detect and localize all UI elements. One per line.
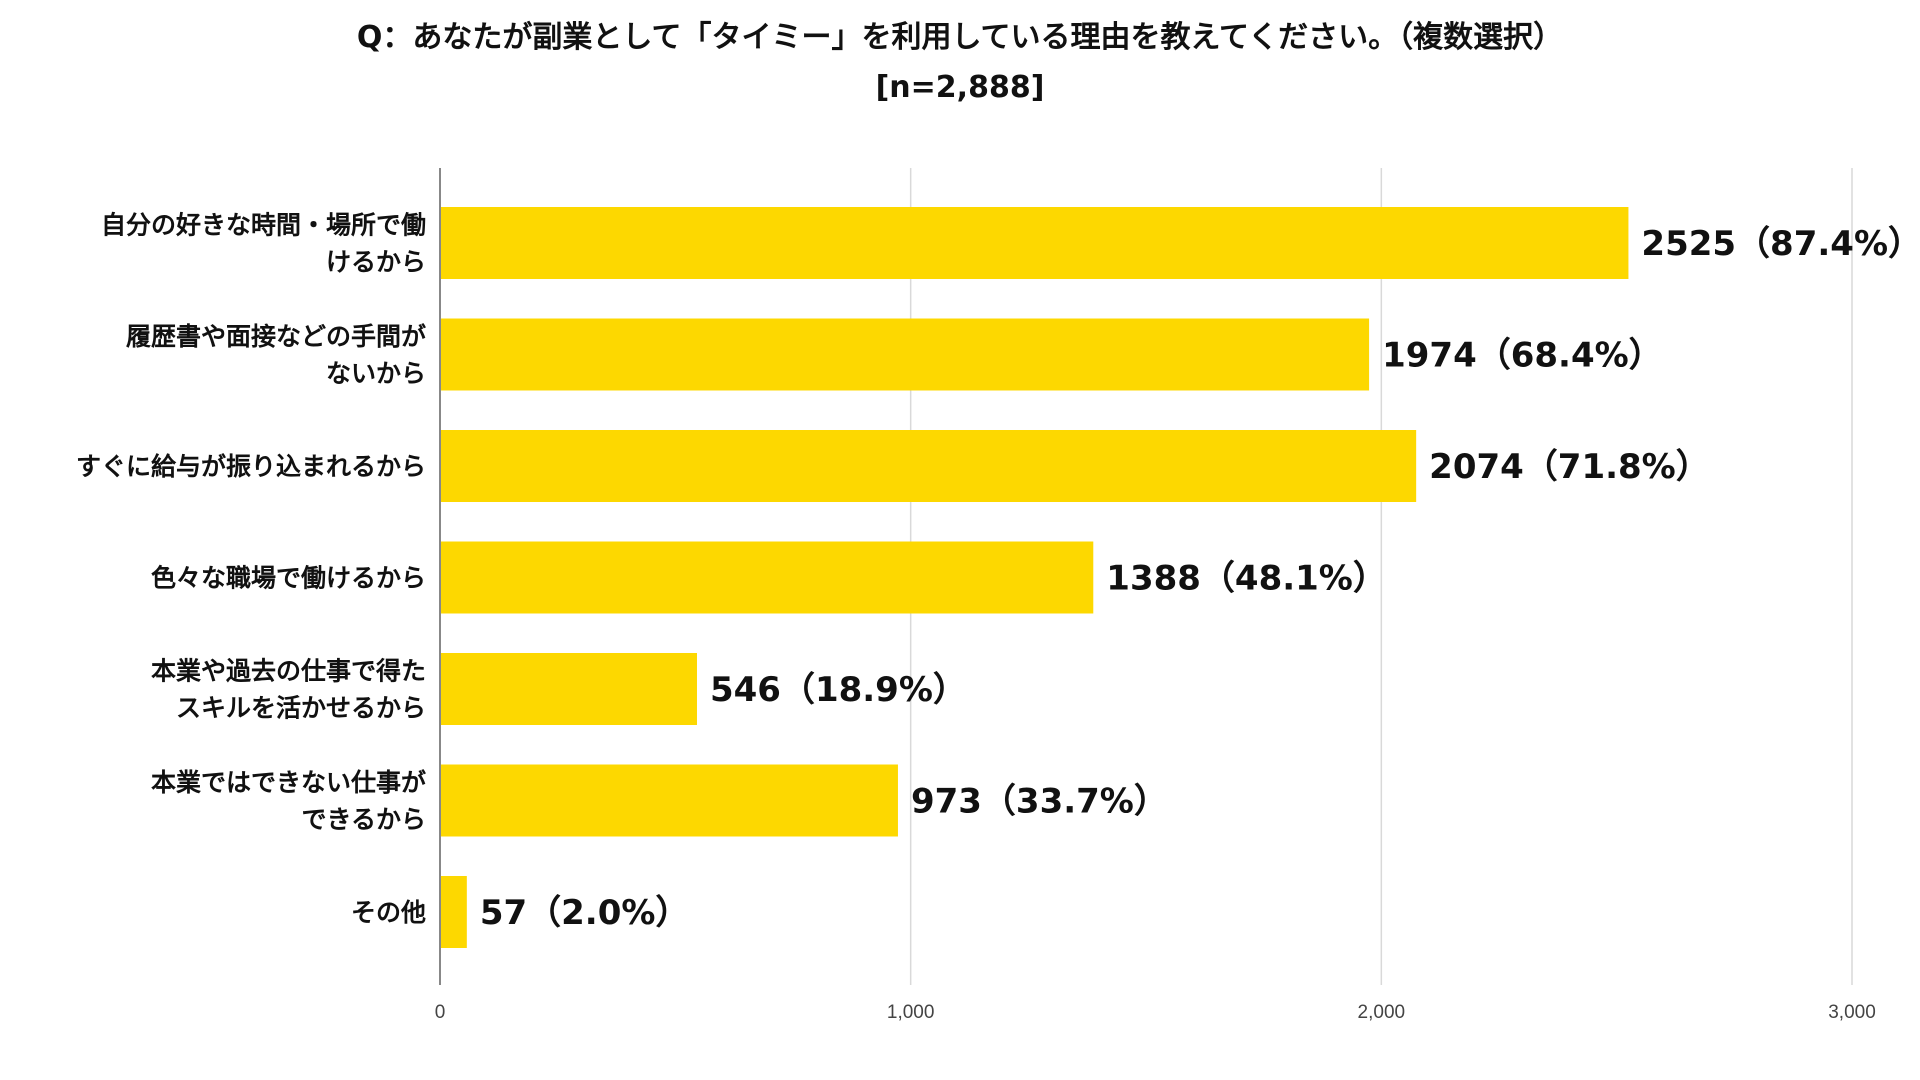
bar (440, 764, 898, 837)
value-labels: 2525（87.4%） 1974（68.4%） 2074（71.8%） 1388（48… (480, 224, 1920, 933)
x-tick-label: 2,000 (1358, 1002, 1406, 1023)
category-label: ないから (326, 359, 426, 388)
chart-subtitle: [n=2,888] (875, 70, 1045, 105)
category-label: 履歴書や面接などの手間が (126, 322, 426, 351)
bar (440, 541, 1094, 614)
category-label: 自分の好きな時間・場所で働 (101, 211, 426, 240)
category-label: スキルを活かせるから (176, 694, 426, 723)
x-tick-label: 1,000 (887, 1002, 935, 1023)
x-tick-label: 0 (435, 1002, 446, 1023)
category-label: けるから (326, 248, 426, 277)
bar (440, 318, 1370, 391)
category-labels: 自分の好きな時間・場所で働けるから履歴書や面接などの手間がないからすぐに給与が振… (76, 211, 426, 928)
category-label: すぐに給与が振り込まれるから (76, 452, 426, 481)
bars (440, 207, 1629, 948)
value-label: 1974（68.4%） (1382, 336, 1663, 376)
category-label: できるから (301, 805, 426, 834)
category-label: 本業や過去の仕事で得た (151, 657, 426, 686)
bar (440, 876, 467, 948)
value-label: 2074（71.8%） (1429, 447, 1710, 487)
value-label: 546（18.9%） (710, 670, 967, 710)
value-label: 2525（87.4%） (1641, 224, 1920, 264)
value-label: 57（2.0%） (480, 893, 690, 933)
x-tick-labels: 0 1,000 2,000 3,000 (435, 1002, 1876, 1023)
x-tick-label: 3,000 (1828, 1002, 1876, 1023)
category-label: 本業ではできない仕事が (151, 768, 426, 797)
value-label: 973（33.7%） (911, 782, 1168, 822)
category-label: その他 (351, 898, 426, 927)
chart-title: Q：あなたが副業として「タイミー」を利用している理由を教えてください。（複数選択… (356, 20, 1564, 55)
value-label: 1388（48.1%） (1106, 559, 1387, 599)
category-label: 色々な職場で働けるから (151, 564, 426, 593)
bar (440, 653, 697, 725)
bar (440, 430, 1417, 502)
bar (440, 207, 1629, 279)
